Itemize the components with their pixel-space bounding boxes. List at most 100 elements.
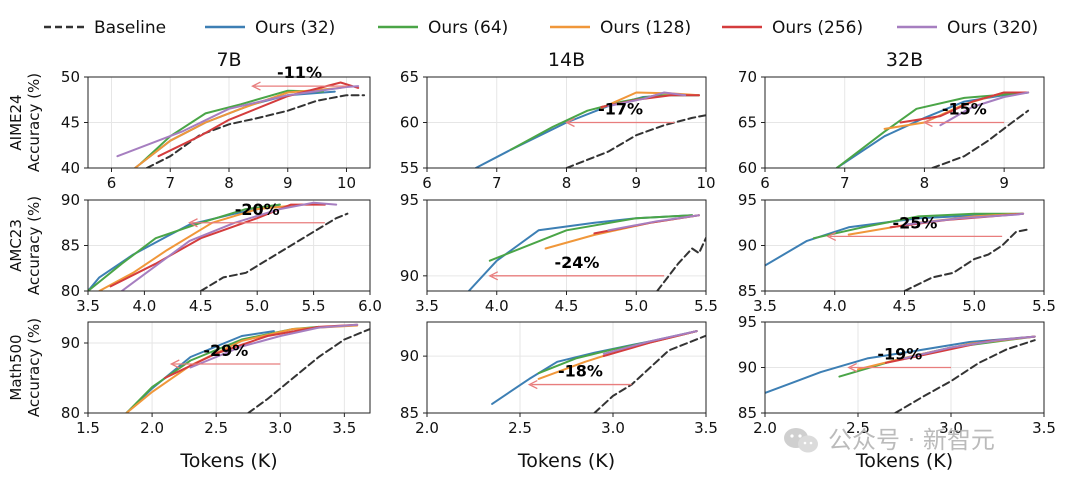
- y-tick-label: 85: [738, 404, 757, 422]
- series-line-ours-256: [109, 203, 326, 288]
- x-tick-label: 2.0: [140, 419, 164, 437]
- series-group: [765, 335, 1036, 413]
- x-tick-label: 4.5: [555, 297, 579, 315]
- x-tick-label: 3.0: [268, 419, 292, 437]
- x-tick-label: 5.5: [302, 297, 326, 315]
- x-tick-label: 2.5: [204, 419, 228, 437]
- panel-math500-14b: -18% 2.0 2.5 3.0 3.5 85 90: [400, 321, 718, 437]
- y-tick-label: 95: [400, 191, 419, 209]
- y-tick-label: 90: [400, 267, 419, 285]
- panel-amc23-14b: -24% 3.5 4.0 4.5 5.0 5.5 90 95: [400, 191, 718, 315]
- reduction-arrow: [527, 379, 632, 390]
- legend-label: Ours (320): [947, 18, 1038, 38]
- series-line-ours-320: [607, 214, 700, 232]
- series-group: [474, 91, 706, 168]
- x-tick-label: 3.5: [332, 419, 356, 437]
- watermark-text: 公众号 · 新智元: [828, 426, 995, 454]
- x-tick-label: 5.5: [1032, 297, 1056, 315]
- panel-amc23-32b: -25% 3.5 4.0 4.5 5.0 5.5 85 90 95: [738, 191, 1056, 315]
- y-tick-label: 55: [400, 159, 419, 177]
- x-tick-label: 3.5: [76, 297, 100, 315]
- legend-item: Ours (256): [722, 18, 863, 38]
- legend: Baseline Ours (32) Ours (64) Ours (128) Ours…: [44, 18, 1038, 38]
- y-tick-label: 95: [738, 313, 757, 331]
- series-group: [116, 81, 366, 168]
- x-tick-label: 1.5: [76, 419, 100, 437]
- x-tick-label: 3.5: [694, 419, 718, 437]
- x-tick-label: 3.5: [753, 297, 777, 315]
- series-line-baseline: [199, 212, 349, 291]
- reduction-arrow: [847, 362, 951, 373]
- arrow-head: [826, 231, 837, 241]
- series-group: [835, 91, 1030, 168]
- legend-label: Baseline: [94, 18, 166, 38]
- legend-item: Ours (64): [378, 18, 508, 38]
- series-line-baseline: [565, 114, 706, 168]
- arrow-head: [488, 271, 499, 281]
- reduction-arrow: [251, 81, 347, 91]
- series-line-baseline: [247, 328, 370, 413]
- x-tick-label: 6: [422, 174, 432, 192]
- y-tick-label: 90: [400, 347, 419, 365]
- series-line-ours-64: [88, 203, 281, 291]
- row-label: Math500Accuracy (%): [7, 318, 43, 417]
- reduction-label: -24%: [554, 253, 599, 272]
- series-group: [125, 323, 370, 413]
- reduction-label: -19%: [877, 345, 922, 364]
- panel-math500-32b: -19% 2.0 2.5 3.0 3.5 85 90 95: [738, 313, 1056, 437]
- x-tick-label: 5.0: [624, 297, 648, 315]
- series-line-ours-32: [88, 203, 281, 291]
- arrow-head: [847, 362, 857, 373]
- x-tick-label: 9: [631, 174, 641, 192]
- reduction-arrow: [188, 218, 325, 228]
- column-title: 14B: [548, 49, 585, 71]
- x-tick-label: 7: [492, 174, 502, 192]
- y-tick-label: 90: [738, 237, 757, 255]
- x-axis-label: Tokens (K): [179, 450, 277, 472]
- x-tick-label: 4.5: [189, 297, 213, 315]
- series-line-ours-128: [134, 86, 342, 168]
- x-tick-label: 8: [920, 174, 930, 192]
- legend-label: Ours (128): [600, 18, 691, 38]
- legend-label: Ours (64): [428, 18, 508, 38]
- x-tick-label: 10: [337, 174, 356, 192]
- y-tick-label: 45: [61, 114, 80, 132]
- watermark: 公众号 · 新智元: [780, 420, 1070, 460]
- x-tick-label: 3.5: [415, 297, 439, 315]
- panel-amc23-7b: -20% 3.5 4.0 4.5 5.0 5.5 6.0 80 85 90: [61, 191, 382, 315]
- series-line-ours-320: [939, 91, 1030, 127]
- x-tick-label: 4.0: [132, 297, 156, 315]
- row-label-line: Math500: [7, 334, 25, 400]
- y-tick-label: 85: [738, 282, 757, 300]
- reduction-arrow: [826, 231, 1003, 241]
- arrow-head: [188, 218, 198, 228]
- series-line-ours-320: [120, 201, 338, 291]
- x-tick-label: 6.0: [358, 297, 382, 315]
- arrow-head: [922, 117, 933, 128]
- x-tick-label: 6: [760, 174, 770, 192]
- x-axis-label: Tokens (K): [855, 450, 953, 472]
- x-tick-label: 7: [840, 174, 850, 192]
- series-group: [491, 330, 706, 413]
- x-tick-label: 9: [999, 174, 1009, 192]
- x-axis-label: Tokens (K): [517, 450, 615, 472]
- series-line-ours-320: [607, 91, 687, 108]
- column-title: 7B: [216, 49, 241, 71]
- wechat-icon: [784, 428, 818, 453]
- y-tick-label: 90: [61, 191, 80, 209]
- series-line-ours-320: [903, 335, 1036, 360]
- x-tick-label: 3.0: [601, 419, 625, 437]
- series-line-ours-128: [98, 203, 304, 291]
- series-line-ours-32: [474, 94, 700, 168]
- arrow-head: [527, 379, 538, 390]
- x-tick-label: 4.5: [893, 297, 917, 315]
- x-tick-label: 7: [165, 174, 175, 192]
- series-line-baseline: [145, 94, 366, 168]
- x-tick-label: 4.0: [823, 297, 847, 315]
- x-tick-label: 10: [696, 174, 715, 192]
- reduction-label: -20%: [235, 200, 280, 219]
- row-label: AMC23Accuracy (%): [7, 196, 43, 295]
- y-tick-label: 95: [738, 191, 757, 209]
